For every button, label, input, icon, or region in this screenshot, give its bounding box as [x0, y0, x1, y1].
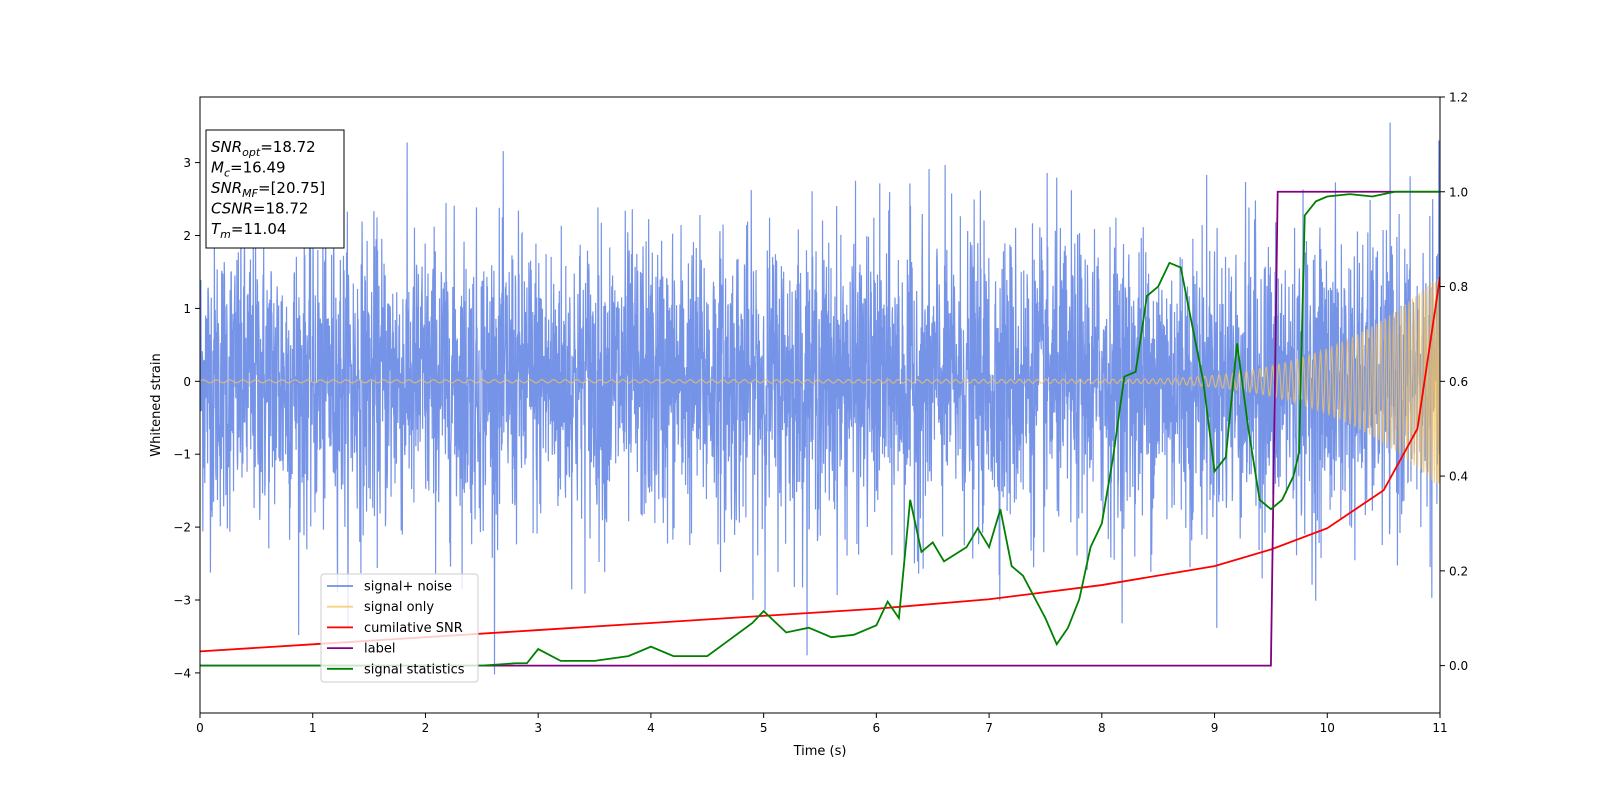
y-right-tick-label: 0.8 [1449, 280, 1468, 294]
y-right-tick-label: 1.0 [1449, 185, 1468, 199]
y-left-tick-label: 1 [183, 302, 191, 316]
legend-item-signal-statistics: signal statistics [327, 662, 465, 677]
y-left-tick-label: 0 [183, 375, 191, 389]
x-axis-title: Time (s) [793, 744, 847, 759]
legend-item-cumulative-snr: cumilative SNR [327, 621, 463, 636]
legend-label: signal statistics [364, 662, 465, 677]
info-box: SNRopt=18.72Mc=16.49SNRMF=[20.75]CSNR=18… [205, 129, 345, 249]
legend-item-signal-only: signal only [327, 600, 434, 615]
x-tick-label: 2 [422, 721, 430, 735]
legend: signal+ noise signal only cumilative SNR la… [320, 573, 479, 683]
info-snr-mf: SNRMF=[20.75] [211, 179, 325, 200]
legend-label: signal+ noise [364, 580, 452, 595]
y-axis-title: Whitened strain [149, 353, 164, 456]
series-signal-statistics [200, 190, 1440, 667]
y-left-tick-label: −2 [173, 521, 191, 535]
y-left-tick-label: 3 [183, 156, 191, 170]
x-tick-label: 8 [1098, 721, 1106, 735]
legend-frame [320, 573, 479, 683]
legend-label: cumilative SNR [364, 621, 463, 636]
axes: 0 1 2 3 4 5 6 7 8 9 10 11 −4 −3 −2 −1 0 1 2 3 0.0 0.2 0.4 0.6 0.… [149, 91, 1468, 760]
x-tick-label: 4 [647, 721, 655, 735]
x-tick-label: 3 [534, 721, 542, 735]
series-label [200, 190, 1440, 667]
y-right-tick-label: 1.2 [1449, 91, 1468, 105]
x-tick-label: 0 [196, 721, 204, 735]
x-tick-label: 11 [1432, 721, 1447, 735]
info-chirp-mass: Mc=16.49 [211, 159, 286, 180]
y-left-tick-label: −1 [173, 448, 191, 462]
info-csnr: CSNR=18.72 [211, 200, 308, 218]
x-tick-label: 5 [760, 721, 768, 735]
info-snr-opt: SNRopt=18.72 [211, 138, 316, 159]
y-left-tick-label: 2 [183, 229, 191, 243]
legend-item-label: label [327, 642, 395, 657]
y-right-tick-label: 0.0 [1449, 659, 1468, 673]
series-signal-noise [200, 122, 1440, 675]
y-left-tick-label: −4 [173, 666, 191, 680]
y-right-tick-label: 0.6 [1449, 375, 1468, 389]
legend-label: signal only [364, 600, 434, 615]
y-left-tick-label: −3 [173, 594, 191, 608]
x-tick-label: 6 [873, 721, 881, 735]
x-tick-label: 10 [1320, 721, 1335, 735]
info-box-frame [205, 129, 345, 249]
legend-label: label [364, 642, 395, 657]
legend-item-signal-noise: signal+ noise [327, 580, 452, 595]
x-tick-label: 7 [985, 721, 993, 735]
y-right-tick-label: 0.4 [1449, 470, 1468, 484]
x-tick-label: 1 [309, 721, 317, 735]
axes-frame [199, 96, 1441, 714]
info-merger-time: Tm=11.04 [211, 220, 286, 241]
y-right-tick-label: 0.2 [1449, 564, 1468, 578]
x-tick-label: 9 [1211, 721, 1219, 735]
